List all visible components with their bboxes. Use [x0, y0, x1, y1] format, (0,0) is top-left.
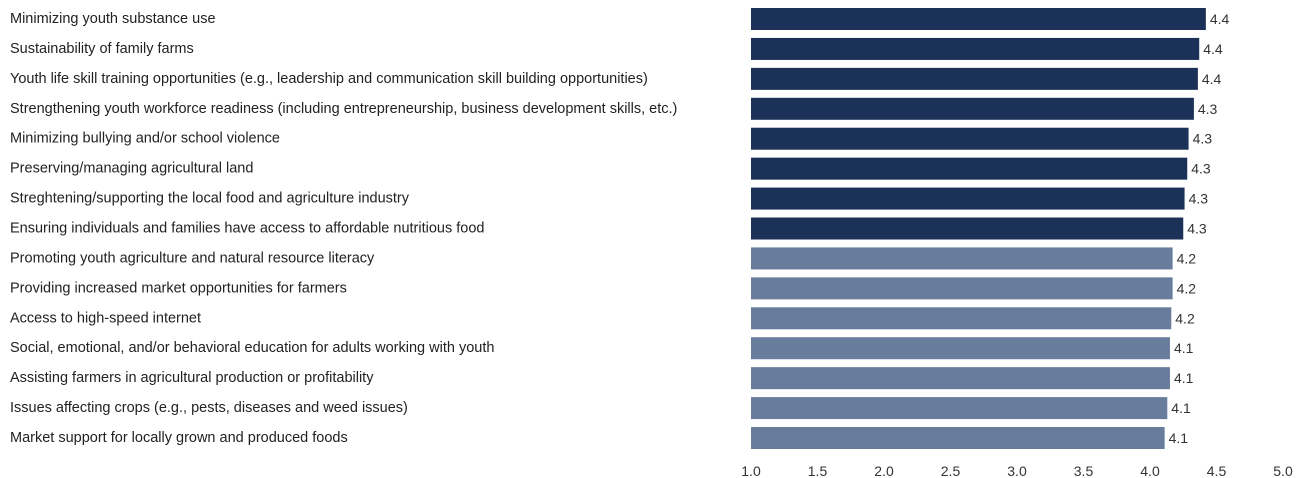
value-label: 4.2 — [1177, 280, 1197, 296]
bar — [751, 247, 1173, 270]
value-label: 4.3 — [1198, 101, 1218, 117]
x-tick-label: 4.0 — [1140, 463, 1160, 478]
category-label: Minimizing bullying and/or school violen… — [10, 131, 280, 147]
value-label: 4.2 — [1175, 310, 1195, 326]
category-label: Strengthening youth workforce readiness … — [10, 101, 677, 117]
category-label: Assisting farmers in agricultural produc… — [10, 370, 374, 386]
bar — [751, 37, 1200, 60]
x-axis: 1.0 1.5 2.0 2.5 3.0 3.5 4.0 4.5 5.0 — [741, 463, 1293, 478]
category-label: Promoting youth agriculture and natural … — [10, 250, 375, 266]
bar — [751, 97, 1194, 120]
value-label: 4.3 — [1191, 161, 1211, 177]
bar — [751, 367, 1170, 390]
bar — [751, 127, 1189, 150]
category-label: Youth life skill training opportunities … — [10, 71, 648, 87]
x-tick-label: 1.5 — [808, 463, 828, 478]
category-label: Preserving/managing agricultural land — [10, 161, 253, 177]
bar — [751, 8, 1206, 30]
category-label: Issues affecting crops (e.g., pests, dis… — [10, 400, 408, 416]
value-label: 4.3 — [1193, 131, 1213, 147]
bar — [751, 217, 1184, 240]
category-label: Market support for locally grown and pro… — [10, 430, 348, 446]
value-label: 4.1 — [1171, 400, 1191, 416]
bar — [751, 67, 1198, 90]
value-label: 4.3 — [1187, 221, 1207, 237]
bar — [751, 337, 1170, 360]
bar — [751, 427, 1165, 450]
value-label: 4.4 — [1202, 71, 1222, 87]
value-label: 4.2 — [1177, 250, 1197, 266]
category-label: Access to high-speed internet — [10, 310, 201, 326]
category-label: Minimizing youth substance use — [10, 11, 216, 27]
value-label: 4.1 — [1174, 370, 1194, 386]
value-label: 4.1 — [1174, 340, 1194, 356]
x-tick-label: 3.0 — [1007, 463, 1027, 478]
x-tick-label: 3.5 — [1074, 463, 1094, 478]
value-label: 4.1 — [1169, 430, 1189, 446]
x-tick-label: 2.5 — [941, 463, 961, 478]
x-tick-label: 5.0 — [1273, 463, 1293, 478]
category-label: Ensuring individuals and families have a… — [10, 221, 485, 237]
bar — [751, 277, 1173, 300]
x-tick-label: 1.0 — [741, 463, 761, 478]
x-tick-label: 2.0 — [874, 463, 894, 478]
value-label: 4.4 — [1203, 41, 1223, 57]
value-label: 4.4 — [1210, 11, 1230, 27]
bars-layer — [751, 8, 1206, 450]
category-labels: Minimizing youth substance use Sustainabi… — [10, 11, 677, 446]
category-label: Streghtening/supporting the local food a… — [10, 191, 410, 207]
x-tick-label: 4.5 — [1207, 463, 1227, 478]
category-label: Sustainability of family farms — [10, 41, 194, 57]
bar — [751, 187, 1185, 210]
category-label: Social, emotional, and/or behavioral edu… — [10, 340, 494, 356]
bar — [751, 397, 1168, 420]
value-labels: 4.4 4.4 4.4 4.3 4.3 4.3 4.3 4.3 4.2 4.2 4.2 4.1 4.1 4… — [1169, 11, 1230, 446]
bar — [751, 307, 1172, 330]
bar — [751, 157, 1188, 180]
value-label: 4.3 — [1189, 191, 1209, 207]
category-label: Providing increased market opportunities… — [10, 280, 347, 296]
